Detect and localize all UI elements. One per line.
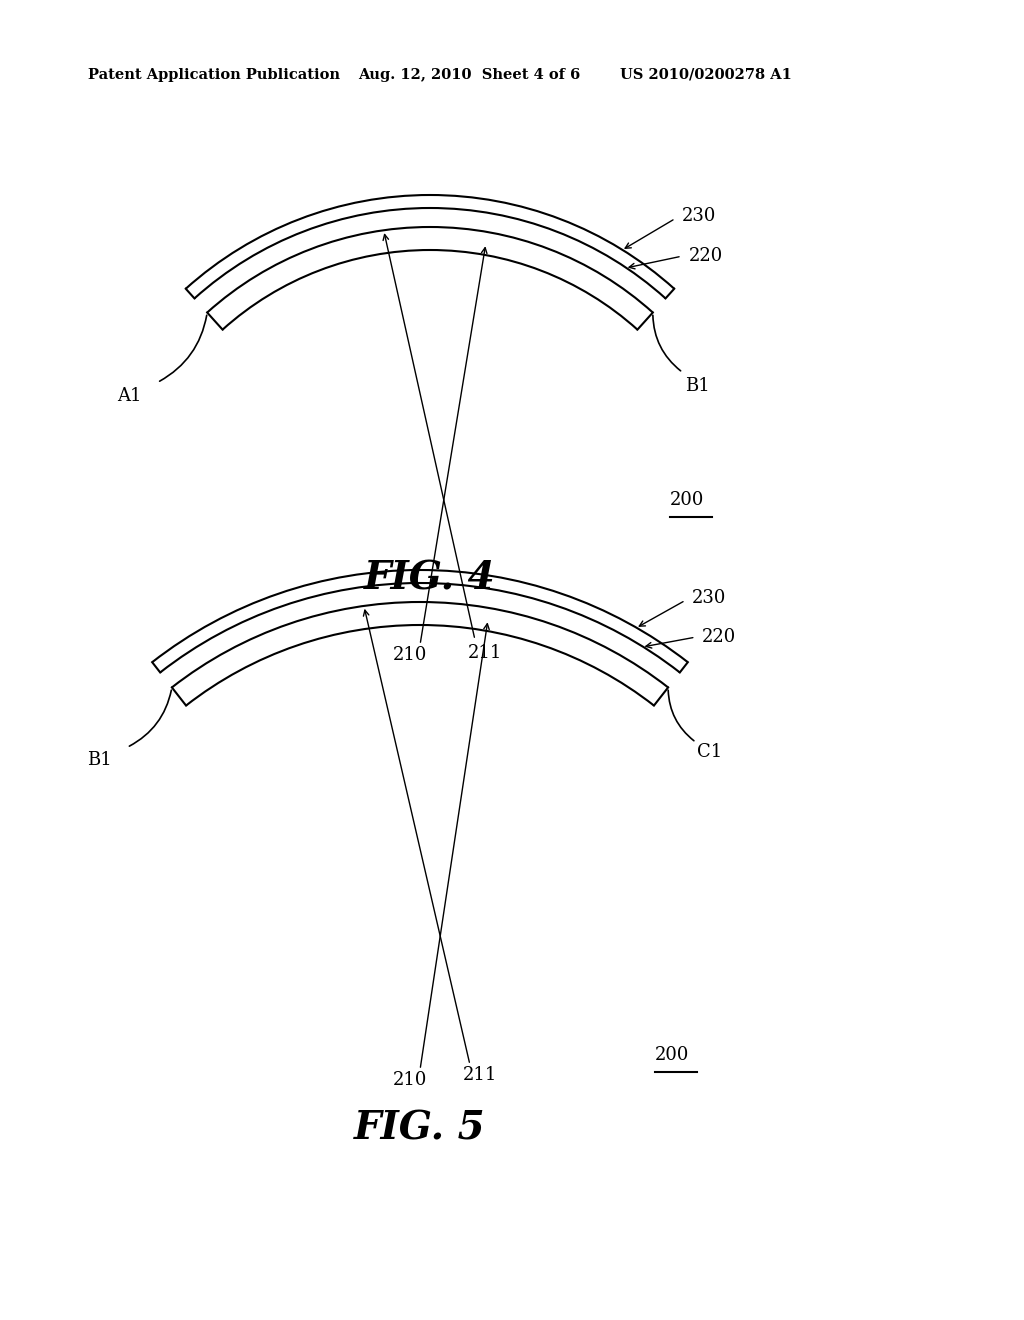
Text: FIG. 4: FIG. 4 bbox=[365, 560, 496, 598]
Text: B1: B1 bbox=[87, 751, 113, 770]
Text: 230: 230 bbox=[691, 589, 726, 607]
Text: FIG. 5: FIG. 5 bbox=[354, 1110, 485, 1148]
Text: 211: 211 bbox=[463, 1067, 498, 1084]
Text: 200: 200 bbox=[655, 1045, 689, 1064]
Text: 200: 200 bbox=[670, 491, 705, 510]
Text: Aug. 12, 2010  Sheet 4 of 6: Aug. 12, 2010 Sheet 4 of 6 bbox=[358, 69, 581, 82]
Text: 220: 220 bbox=[701, 628, 736, 645]
Text: 210: 210 bbox=[393, 645, 427, 664]
Text: 211: 211 bbox=[468, 644, 502, 663]
Text: A1: A1 bbox=[117, 387, 141, 404]
Text: 210: 210 bbox=[393, 1071, 427, 1089]
Text: C1: C1 bbox=[697, 743, 723, 762]
Text: B1: B1 bbox=[685, 376, 711, 395]
Text: Patent Application Publication: Patent Application Publication bbox=[88, 69, 340, 82]
Text: US 2010/0200278 A1: US 2010/0200278 A1 bbox=[620, 69, 792, 82]
Text: 230: 230 bbox=[681, 207, 716, 226]
Text: 220: 220 bbox=[689, 247, 723, 265]
